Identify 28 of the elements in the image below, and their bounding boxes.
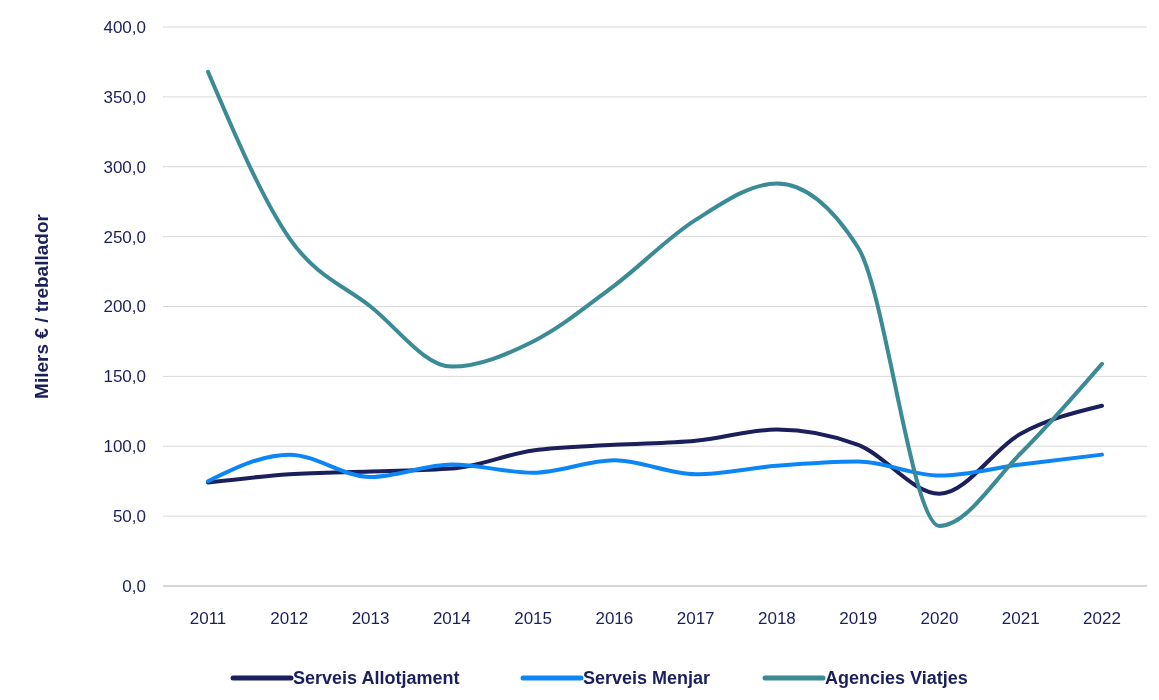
y-tick-label: 350,0 [103, 87, 146, 107]
x-tick-label: 2022 [1083, 609, 1121, 628]
legend-label: Serveis Menjar [583, 668, 711, 689]
x-tick-label: 2021 [1001, 609, 1040, 628]
x-tick-label: 2012 [270, 609, 309, 628]
x-tick-label: 2019 [839, 609, 878, 628]
x-tick-label: 2015 [514, 609, 552, 628]
y-tick-label: 200,0 [103, 297, 146, 317]
y-tick-label: 0,0 [122, 576, 146, 596]
line-series [206, 403, 1104, 496]
x-tick-label: 2020 [920, 609, 959, 628]
y-tick-label: 250,0 [103, 227, 146, 247]
x-tick-label: 2018 [758, 609, 796, 628]
x-tick-label: 2016 [595, 609, 634, 628]
y-tick-label: 400,0 [103, 17, 146, 37]
x-tick-label: 2017 [676, 609, 715, 628]
x-tick-label: 2013 [351, 609, 390, 628]
legend-label: Agencies Viatjes [825, 668, 968, 689]
line-series [206, 452, 1104, 484]
y-tick-label: 50,0 [112, 507, 146, 527]
x-tick-label: 2011 [189, 609, 227, 628]
legend-label: Serveis Allotjament [293, 668, 460, 689]
y-tick-label: 300,0 [103, 157, 146, 177]
y-tick-label: 150,0 [103, 367, 146, 387]
y-tick-label: 100,0 [103, 437, 146, 457]
y-axis-title: Milers € / treballador [31, 213, 52, 399]
line-series [206, 69, 1104, 528]
x-tick-label: 2014 [432, 609, 471, 628]
